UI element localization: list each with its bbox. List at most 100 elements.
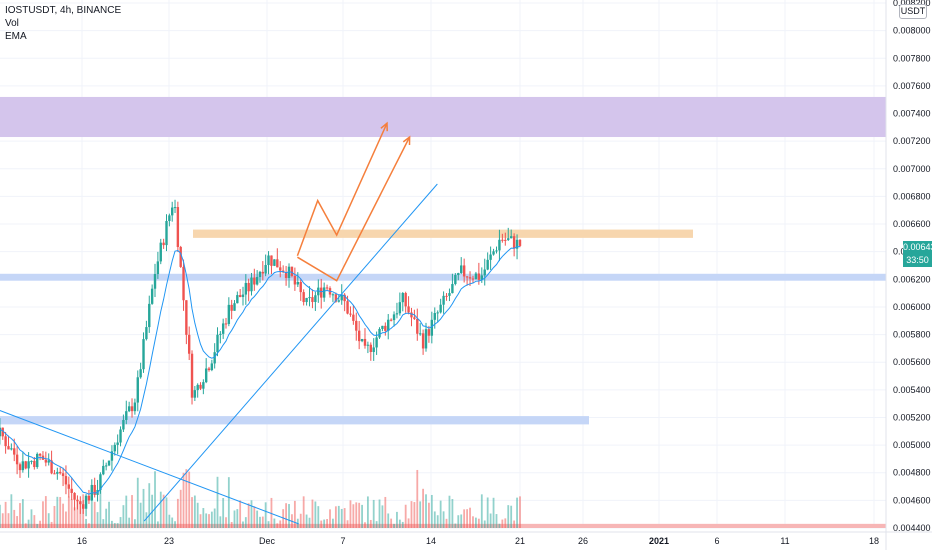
volume-bar <box>504 518 507 528</box>
candle-body <box>363 338 367 346</box>
volume-bar <box>182 472 185 528</box>
candle-body <box>410 312 413 318</box>
candle-body <box>241 294 245 298</box>
candle-body <box>84 495 88 509</box>
candle-body <box>59 471 62 474</box>
volume-bar <box>261 516 264 528</box>
volume-bar <box>451 499 454 528</box>
candle-body <box>293 275 297 285</box>
candle-body <box>299 282 302 293</box>
currency-unit-button[interactable]: USDT <box>899 4 927 19</box>
volume-bar <box>148 483 151 528</box>
volume-bar <box>16 516 19 528</box>
candle-body <box>179 246 182 267</box>
volume-bar <box>154 471 156 528</box>
volume-bar <box>233 510 236 528</box>
volume-bar <box>99 486 102 528</box>
time-tick-label: Dec <box>259 536 276 546</box>
candle-body <box>492 251 495 255</box>
candle-body <box>1 427 4 437</box>
volume-bar <box>305 514 308 528</box>
candle-body <box>238 295 242 298</box>
candle-body <box>471 278 475 280</box>
candle-body <box>352 314 355 321</box>
ema-series <box>0 246 521 495</box>
volume-bar <box>329 509 331 528</box>
volume-bar <box>483 520 486 528</box>
volume-bar <box>364 522 366 528</box>
volume-bar <box>413 502 416 528</box>
price-tick-label: 0.005800 <box>893 330 931 340</box>
volume-bar <box>445 518 448 528</box>
volume-bar <box>42 501 44 528</box>
vol-indicator-label[interactable]: Vol <box>5 18 19 29</box>
volume-bar <box>430 494 433 528</box>
candle-body <box>133 402 137 412</box>
candle-body <box>501 239 504 241</box>
projection-arrow-upper-head <box>380 121 388 132</box>
volume-bar <box>355 502 358 528</box>
candle-body <box>314 295 317 302</box>
volume-bar <box>59 497 62 528</box>
candle-body <box>320 287 323 298</box>
volume-bar <box>454 523 457 528</box>
candle-body <box>515 239 519 249</box>
volume-bar <box>168 514 171 528</box>
candle-body <box>162 242 165 246</box>
candle-body <box>136 377 139 403</box>
volume-bar <box>13 509 16 528</box>
volume-bar <box>480 494 483 528</box>
candle-body <box>389 319 393 321</box>
volume-bar <box>39 520 41 528</box>
candle-body <box>421 333 425 349</box>
candle-body <box>337 300 340 302</box>
volume-bar <box>433 511 436 528</box>
volume-bar <box>349 500 352 528</box>
candle-body <box>116 442 119 445</box>
chart-gridlines <box>0 0 886 529</box>
volume-bar <box>308 517 311 528</box>
candle-body <box>311 297 314 302</box>
price-tick-label: 0.005000 <box>893 440 931 450</box>
candle-body <box>448 293 451 296</box>
volume-bar <box>422 488 425 528</box>
candle-body <box>24 461 27 469</box>
volume-bar <box>230 521 233 528</box>
candle-body <box>187 334 191 354</box>
volume-bar <box>332 518 334 528</box>
candle-body <box>424 329 428 349</box>
candle-body <box>56 471 59 474</box>
volume-bar <box>210 511 213 528</box>
volume-bar <box>145 512 148 528</box>
volume-bar <box>314 501 317 528</box>
candle-body <box>480 275 483 280</box>
volume-bar <box>108 501 110 528</box>
volume-bar <box>79 502 82 528</box>
candle-body <box>102 465 105 475</box>
candle-body <box>477 273 481 280</box>
candle-body <box>21 461 25 471</box>
resistance-orange-zone <box>193 229 693 238</box>
price-tick-label: 0.007200 <box>893 136 931 146</box>
candle-body <box>44 459 48 463</box>
candle-body <box>127 406 131 412</box>
price-tick-label: 0.006200 <box>893 274 931 284</box>
candle-body <box>125 411 128 420</box>
volume-bar <box>125 495 128 528</box>
volume-bar <box>293 500 296 528</box>
volume-bar <box>105 508 108 528</box>
volume-bar <box>352 504 355 528</box>
volume-bar <box>337 505 340 528</box>
candle-body <box>267 255 270 266</box>
candle-body <box>253 277 256 285</box>
candle-body <box>276 259 279 268</box>
ema-indicator-label[interactable]: EMA <box>5 31 27 42</box>
price-tick-label: 0.007600 <box>893 81 931 91</box>
volume-bar <box>282 509 285 528</box>
volume-bar <box>401 521 404 528</box>
candle-body <box>145 327 148 340</box>
candle-body <box>416 318 419 334</box>
volume-bar <box>513 520 516 528</box>
volume-bar <box>88 523 90 528</box>
